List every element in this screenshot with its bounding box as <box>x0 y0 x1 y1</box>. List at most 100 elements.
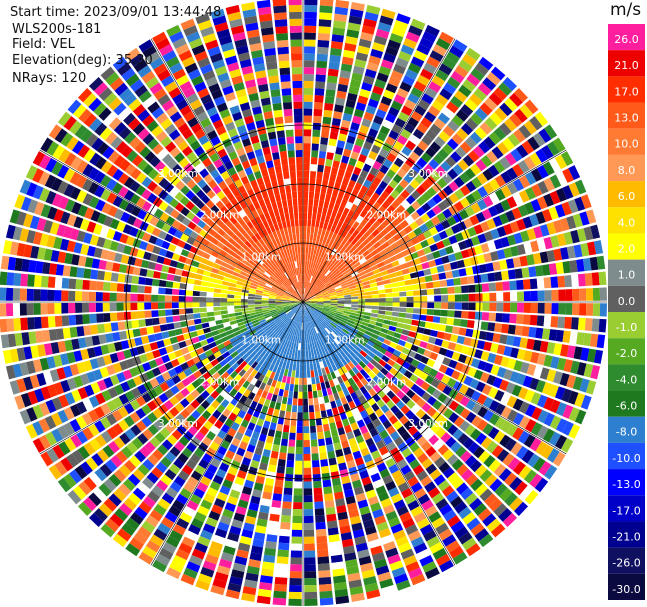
radar-gate <box>331 240 338 249</box>
radar-gate <box>307 291 313 297</box>
radar-gate <box>0 334 10 349</box>
radar-gate <box>310 370 315 378</box>
radar-gate <box>304 32 316 40</box>
radar-gate <box>290 557 302 565</box>
radar-gate <box>146 400 158 411</box>
radar-gate <box>32 421 44 436</box>
radar-gate <box>265 316 273 321</box>
radar-gate <box>318 396 325 405</box>
radar-gate <box>405 409 415 420</box>
radar-gate <box>149 509 163 522</box>
radar-gate <box>169 62 183 75</box>
radar-gate <box>320 459 329 467</box>
radar-gate <box>281 339 286 347</box>
radar-gate <box>434 338 443 347</box>
radar-gate <box>233 354 242 362</box>
radar-gate <box>171 309 180 316</box>
radar-gate <box>199 425 210 436</box>
radar-gate <box>281 315 288 321</box>
radar-gate <box>502 453 515 467</box>
radar-gate <box>279 528 291 537</box>
radar-gate <box>400 405 411 415</box>
radar-gate <box>253 274 262 280</box>
radar-gate <box>249 341 257 349</box>
radar-gate <box>248 391 256 401</box>
radar-gate <box>325 506 336 515</box>
radar-gate <box>188 325 197 332</box>
radar-gate <box>227 286 236 291</box>
radar-gate <box>270 323 278 330</box>
radar-gate <box>342 348 350 356</box>
radar-gate <box>403 122 416 134</box>
radar-gate <box>500 392 511 405</box>
radar-gate <box>279 287 286 292</box>
radar-gate <box>443 185 454 196</box>
radar-gate <box>298 308 302 316</box>
radar-gate <box>108 117 122 131</box>
radar-gate <box>234 476 245 486</box>
radar-gate <box>463 258 472 267</box>
radar-gate <box>132 487 146 500</box>
radar-gate <box>68 278 77 290</box>
radar-gate <box>377 261 385 268</box>
radar-gate <box>467 367 477 378</box>
radar-gate <box>577 317 586 331</box>
radar-gate <box>112 231 123 242</box>
radar-gate <box>94 406 106 419</box>
radar-gate <box>189 99 202 111</box>
radar-gate <box>303 129 312 137</box>
radar-gate <box>281 361 287 369</box>
radar-gate <box>174 202 185 213</box>
radar-gate <box>151 317 160 326</box>
radar-gate <box>460 487 474 500</box>
radar-gate <box>328 310 336 315</box>
radar-gate <box>340 396 348 406</box>
radar-gate <box>258 198 266 208</box>
radar-gate <box>431 99 445 112</box>
radar-gate <box>579 288 587 301</box>
radar-gate <box>476 254 486 264</box>
radar-gate <box>235 333 244 340</box>
radar-gate <box>212 119 224 130</box>
radar-gate <box>288 362 294 371</box>
radar-gate <box>297 315 301 323</box>
radar-gate <box>238 324 247 330</box>
radar-gate <box>185 383 196 393</box>
radar-gate <box>320 331 326 338</box>
radar-gate <box>203 493 216 504</box>
radar-gate <box>193 342 202 350</box>
radar-gate <box>483 136 496 150</box>
radar-gate <box>110 272 119 282</box>
radar-gate <box>350 293 358 297</box>
radar-gate <box>255 403 263 412</box>
radar-gate <box>371 309 379 314</box>
radar-gate <box>254 424 262 434</box>
radar-gate <box>216 565 231 576</box>
radar-gate <box>378 298 386 302</box>
radar-gate <box>303 350 306 358</box>
radar-gate <box>425 315 434 322</box>
radar-gate <box>229 320 238 326</box>
radar-gate <box>431 323 440 331</box>
radar-gate <box>213 350 222 359</box>
radar-gate <box>152 143 164 155</box>
radar-gate <box>123 112 136 126</box>
radar-gate <box>297 302 303 307</box>
radar-gate <box>164 81 178 93</box>
radar-gate <box>434 223 445 233</box>
radar-gate <box>442 449 454 461</box>
radar-gate <box>362 75 375 85</box>
radar-gate <box>339 469 349 478</box>
radar-gate <box>219 265 228 272</box>
radar-gate <box>263 398 271 407</box>
radar-gate <box>332 267 339 275</box>
radar-gate <box>353 486 365 496</box>
radar-gate <box>258 267 266 274</box>
radar-gate <box>559 372 570 387</box>
radar-gate <box>478 56 494 71</box>
radar-gate <box>564 316 573 329</box>
radar-gate <box>275 306 283 310</box>
radar-gate <box>141 477 155 490</box>
radar-gate <box>137 209 148 220</box>
radar-gate <box>562 168 574 183</box>
